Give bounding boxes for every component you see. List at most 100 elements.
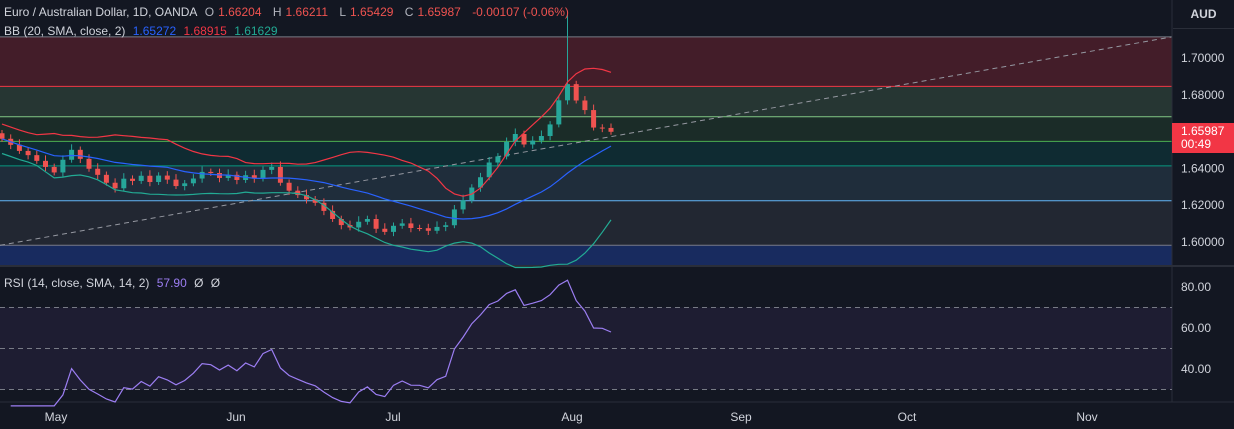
close-value: 1.65987 [417, 5, 461, 19]
candle-body [77, 149, 83, 159]
fib-zone [0, 141, 1172, 166]
candle-body [425, 228, 431, 231]
candle-body [338, 219, 344, 226]
fib-zone [0, 245, 1172, 265]
ohlc-close: C 1.65987 [405, 5, 465, 19]
rsi-legend[interactable]: RSI (14, close, SMA, 14, 2) 57.90 Ø Ø [4, 276, 224, 290]
candle-body [460, 200, 466, 210]
bb-upper-value: 1.68915 [183, 24, 227, 38]
bb-basis-value: 1.65272 [132, 24, 177, 38]
open-value: 1.66204 [218, 5, 262, 19]
close-label: C [404, 5, 414, 19]
candle-body [130, 178, 135, 181]
bb-basis-line [1, 138, 612, 220]
symbol-title: Euro / Australian Dollar, 1D, OANDA [4, 5, 198, 19]
candle-body [260, 169, 266, 179]
candle-body [25, 150, 31, 156]
trend-line [0, 36, 1173, 246]
candle-body [599, 127, 605, 129]
change-value: -0.00107 (-0.06%) [472, 5, 569, 19]
time-tick-label: Sep [730, 410, 752, 424]
candle-body [582, 100, 588, 111]
rsi-tick-label: 80.00 [1181, 280, 1211, 294]
candle-body [512, 133, 518, 142]
candle-body [112, 182, 118, 189]
rsi-line [10, 279, 612, 407]
time-tick-label: May [45, 410, 68, 424]
candle-body [556, 100, 562, 125]
symbol-legend: Euro / Australian Dollar, 1D, OANDA O 1.6… [4, 5, 573, 19]
candle-body [86, 158, 92, 169]
countdown-value: 00:49 [1181, 137, 1212, 151]
rsi-tick-label: 60.00 [1181, 321, 1211, 335]
candle-body [547, 124, 553, 137]
candle-body [251, 175, 257, 179]
candle-body [147, 175, 153, 183]
high-label: H [272, 5, 282, 19]
time-tick-label: Nov [1076, 410, 1097, 424]
candle-body [312, 199, 318, 203]
low-label: L [339, 5, 347, 19]
candle-body [330, 210, 336, 219]
candle-body [417, 228, 423, 230]
candle-body [69, 149, 75, 160]
rsi-extra-1: Ø [194, 276, 204, 290]
bb-upper-line [1, 67, 612, 197]
candle-body [16, 144, 22, 151]
rsi-value: 57.90 [156, 276, 187, 290]
candle-body [478, 177, 483, 188]
candle-body [321, 202, 327, 211]
time-tick-label: Oct [898, 410, 917, 424]
bb-legend[interactable]: BB (20, SMA, close, 2) 1.65272 1.68915 1… [4, 24, 282, 38]
ohlc-high: H 1.66211 [273, 5, 332, 19]
fib-zone [0, 200, 1172, 246]
candle-body [182, 183, 188, 187]
candle-body [43, 160, 48, 167]
bb-lower-line [1, 152, 612, 269]
candle-body [277, 166, 283, 183]
candle-body [269, 166, 275, 170]
time-tick-label: Jun [226, 410, 245, 424]
last-price-value: 1.65987 [1181, 124, 1225, 138]
candle-body [34, 155, 40, 161]
candle-body [391, 225, 396, 232]
candle-body [451, 209, 457, 226]
candle-body [60, 159, 66, 173]
time-tick-label: Aug [561, 410, 582, 424]
price-tick-label: 1.64000 [1181, 161, 1225, 175]
candle-body [443, 225, 449, 227]
candle-body [573, 84, 579, 101]
rsi-label: RSI (14, close, SMA, 14, 2) [4, 276, 150, 290]
candle-body [538, 136, 544, 141]
bb-label: BB (20, SMA, close, 2) [4, 24, 126, 38]
rsi-extra-2: Ø [210, 276, 221, 290]
high-value: 1.66211 [285, 5, 329, 19]
candle-body [591, 110, 597, 128]
candle-body [138, 175, 144, 181]
price-tick-label: 1.60000 [1181, 235, 1225, 249]
candle-body [295, 190, 301, 196]
candle-body [190, 178, 196, 184]
candle-body [121, 178, 127, 189]
candle-body [565, 84, 570, 101]
candle-body [608, 127, 614, 132]
candle-body [51, 166, 57, 173]
candle-body [504, 141, 510, 157]
candle-body [486, 162, 492, 178]
candle-body [103, 174, 109, 183]
rsi-tick-label: 40.00 [1181, 362, 1211, 376]
price-tick-label: 1.68000 [1181, 88, 1225, 102]
candle-body [173, 179, 179, 187]
ohlc-low: L 1.65429 [339, 5, 397, 19]
open-label: O [204, 5, 215, 19]
currency-label[interactable]: AUD [1173, 0, 1234, 29]
candle-body [364, 219, 370, 222]
candle-body [356, 221, 362, 228]
candle-body [164, 175, 170, 180]
fib-zone [0, 116, 1172, 142]
price-tick-label: 1.62000 [1181, 198, 1225, 212]
candle-body [408, 223, 414, 229]
low-value: 1.65429 [350, 5, 394, 19]
candle-body [495, 156, 501, 163]
